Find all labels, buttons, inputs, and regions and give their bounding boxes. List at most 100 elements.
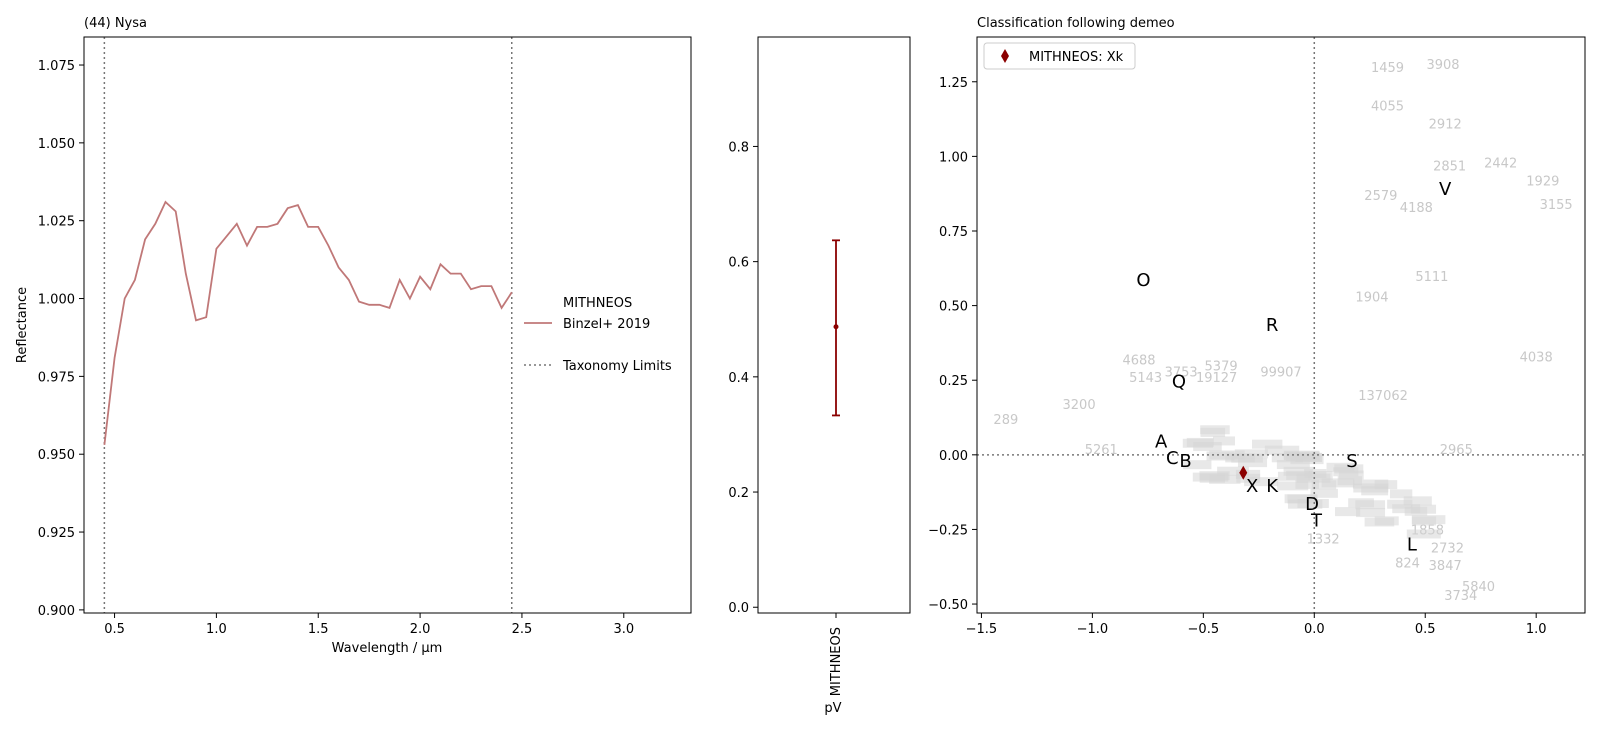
albedo-xlabel: pV (824, 701, 841, 716)
asteroid-number-4: 2851 (1433, 159, 1466, 174)
asteroid-number-20: 289 (993, 413, 1018, 428)
cluster-label-blob-62 (1356, 508, 1386, 518)
asteroid-number-6: 1929 (1526, 174, 1559, 189)
spectrum-xtick-label-1: 1.0 (206, 622, 227, 637)
spectrum-title: (44) Nysa (84, 16, 147, 31)
legend-marker-icon (1001, 49, 1009, 63)
albedo-ytick-label-4: 0.8 (728, 140, 749, 155)
cluster-label-blob-16 (1321, 478, 1355, 488)
spectrum-ticks: 0.5 1.0 1.5 2.0 2.5 3.0 0.900 0.925 0.950 0.975 1.… (38, 59, 634, 637)
albedo-ytick-label-3: 0.6 (728, 256, 749, 271)
class-ytick-label-3: 0.25 (939, 374, 968, 389)
asteroid-number-22: 2965 (1440, 443, 1473, 458)
spectrum-ytick-label-6: 1.050 (38, 137, 75, 152)
spectrum-ytick-label-4: 1.000 (38, 293, 75, 308)
class-ytick-label-4: 0.50 (939, 300, 968, 315)
class-ytick-label-2: 0.00 (939, 449, 968, 464)
cluster-label-blob-19 (1277, 481, 1309, 491)
cluster-label-blob-44 (1326, 462, 1355, 472)
spectrum-ylabel: Reflectance (15, 287, 30, 363)
spectrum-ytick-label-3: 0.975 (38, 370, 75, 385)
albedo-ticks: 0.0 0.2 0.4 0.6 0.8 (728, 140, 837, 618)
class-ytick-label-7: 1.25 (939, 76, 968, 91)
asteroid-number-30: 3847 (1429, 559, 1462, 574)
asteroid-number-11: 1904 (1355, 291, 1388, 306)
cluster-label-blob-42 (1234, 449, 1268, 459)
asteroid-number-29: 2732 (1431, 541, 1464, 556)
spectrum-xlabel: Wavelength / µm (332, 641, 443, 656)
spectrum-ytick-label-7: 1.075 (38, 59, 75, 74)
class-xtick-label-2: −0.5 (1188, 622, 1220, 637)
albedo-frame (757, 36, 911, 614)
class-label-Q: Q (1172, 372, 1186, 393)
cluster-label-blob-47 (1353, 483, 1389, 493)
class-label-D: D (1305, 494, 1319, 515)
asteroid-number-14: 5379 (1205, 359, 1238, 374)
asteroid-number-25: 3734 (1444, 589, 1477, 604)
albedo-ytick-label-0: 0.0 (728, 601, 749, 616)
albedo-ytick-label-2: 0.4 (728, 371, 749, 386)
classification-marker (1239, 465, 1248, 480)
class-ytick-label-1: −0.25 (928, 523, 968, 538)
spectrum-xtick-label-3: 2.0 (410, 622, 431, 637)
asteroid-number-2: 4055 (1371, 100, 1404, 115)
cluster-label-blob-35 (1217, 466, 1249, 476)
asteroid-number-27: 1332 (1307, 532, 1340, 547)
spectrum-ytick-label-0: 0.900 (38, 604, 75, 619)
cluster-label-blob-66 (1338, 470, 1364, 480)
class-label-C: C (1166, 448, 1179, 469)
albedo-errorbar (832, 239, 840, 417)
class-label-A: A (1155, 431, 1168, 452)
cluster-label-blob-43 (1212, 436, 1235, 446)
cluster-label-blob-24 (1244, 477, 1279, 487)
cluster-label-blob-34 (1389, 489, 1413, 499)
asteroid-number-5: 2442 (1484, 156, 1517, 171)
spectrum-line (103, 200, 513, 446)
cluster-label-blob-69 (1271, 453, 1303, 463)
class-ytick-label-5: 0.75 (939, 225, 968, 240)
asteroid-number-23: 5261 (1085, 443, 1118, 458)
classification-ticks: −1.5 −1.0 −0.5 0.0 0.5 1.0 −0.50 −0.25 0.00 0.25 0… (928, 76, 1546, 637)
cluster-label-blob-65 (1411, 516, 1437, 526)
asteroid-number-0: 1459 (1371, 61, 1404, 76)
spectrum-ytick-label-1: 0.925 (38, 526, 75, 541)
class-label-O: O (1136, 270, 1150, 291)
spectrum-xtick-label-2: 1.5 (308, 622, 329, 637)
cluster-label-blob-21 (1296, 473, 1331, 483)
asteroid-number-3: 2912 (1429, 118, 1462, 133)
class-xtick-label-1: −1.0 (1077, 622, 1109, 637)
legend-limits-label: Taxonomy Limits (562, 359, 672, 374)
asteroid-number-16: 99907 (1260, 365, 1301, 380)
class-xtick-label-3: 0.0 (1304, 622, 1325, 637)
cluster-label-blob-68 (1404, 506, 1428, 516)
asteroid-number-17: 5143 (1129, 371, 1162, 386)
class-xtick-label-5: 1.0 (1526, 622, 1547, 637)
asteroid-number-9: 4188 (1400, 201, 1433, 216)
class-label-T: T (1310, 510, 1323, 531)
class-label-L: L (1407, 534, 1417, 555)
cluster-label-blob-49 (1264, 445, 1300, 455)
class-xtick-label-0: −1.5 (966, 622, 998, 637)
asteroid-number-10: 5111 (1415, 270, 1448, 285)
class-xtick-label-4: 0.5 (1415, 622, 1436, 637)
cluster-label-blob-52 (1283, 466, 1314, 476)
asteroid-number-13: 4688 (1122, 353, 1155, 368)
classification-legend-box (983, 42, 1136, 70)
class-label-B: B (1179, 451, 1191, 472)
cluster-label-blob-50 (1200, 427, 1226, 437)
asteroid-number-15: 3753 (1165, 365, 1198, 380)
asteroid-number-18: 19127 (1196, 371, 1237, 386)
spectrum-frame (83, 36, 692, 614)
cluster-label-blob-3 (1276, 460, 1310, 470)
cluster-label-blob-45 (1206, 451, 1235, 461)
asteroid-number-12: 4038 (1520, 350, 1553, 365)
cluster-label-blob-54 (1209, 474, 1241, 484)
albedo-ytick-label-1: 0.2 (728, 486, 749, 501)
spectrum-xtick-label-5: 3.0 (613, 622, 634, 637)
mithneos-marker-icon (1239, 465, 1248, 480)
class-ytick-label-6: 1.00 (939, 150, 968, 165)
asteroid-number-8: 3155 (1540, 198, 1573, 213)
spectrum-xtick-label-0: 0.5 (104, 622, 125, 637)
cluster-label-blob-25 (1406, 529, 1441, 539)
